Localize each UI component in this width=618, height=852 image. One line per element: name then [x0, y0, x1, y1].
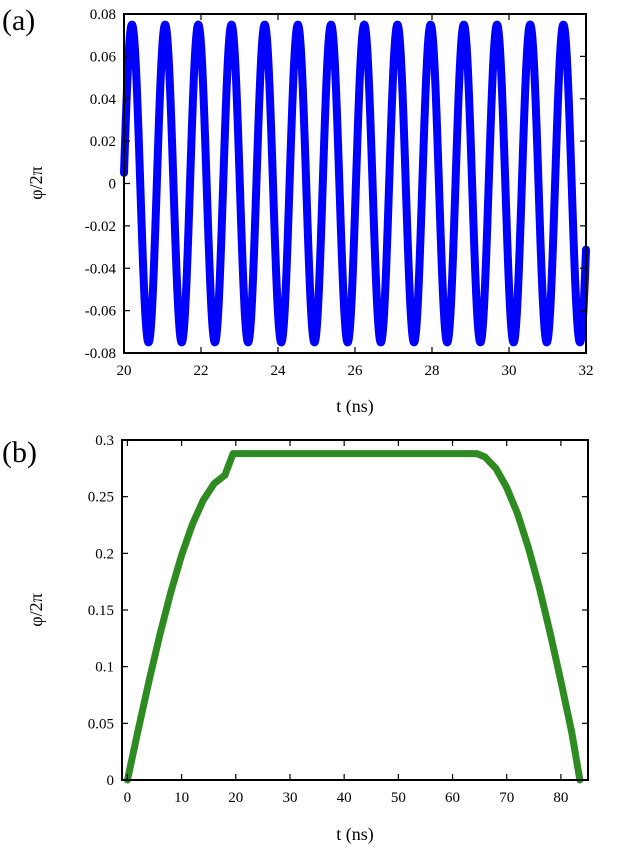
panel-b-xtick-label: 40 [337, 790, 352, 806]
panel-a-ytick-label: -0.02 [85, 219, 116, 235]
panel-a-series [120, 20, 590, 347]
panel-a-ytick-label: -0.04 [85, 261, 117, 277]
panel-a-xlabel: t (ns) [336, 396, 374, 417]
panel-a: (a) 20 22 24 26 28 30 32 -0.08 -0.06 -0.04 -0.02 0 0… [2, 4, 594, 417]
panel-b-xtick-label: 0 [124, 790, 132, 806]
panel-a-xtick-label: 28 [425, 363, 440, 379]
panel-b-xtick-label: 60 [445, 790, 460, 806]
panel-b-xtick-label: 20 [228, 790, 243, 806]
panel-a-xtick-label: 22 [194, 363, 209, 379]
panel-a-series-line [120, 20, 590, 347]
panel-b-frame [121, 439, 589, 781]
panel-a-ticks: 20 22 24 26 28 30 32 -0.08 -0.06 -0.04 -0.02 0 0.02 0… [85, 7, 594, 379]
panel-a-ytick-label: -0.06 [85, 304, 117, 320]
panel-a-xtick-label: 26 [348, 363, 364, 379]
panel-b-xtick-label: 10 [174, 790, 189, 806]
panel-a-ytick-label: 0 [109, 177, 117, 193]
panel-b-series [123, 450, 584, 784]
panel-b-ytick-label: 0.1 [95, 660, 114, 676]
panel-b-ytick-label: 0.05 [88, 716, 114, 732]
panel-b-xtick-label: 70 [499, 790, 514, 806]
panel-b-xlabel: t (ns) [336, 824, 374, 845]
panel-b-series-line [123, 450, 584, 784]
panel-b-ticks: 0 10 20 30 40 50 60 70 80 0 0.05 0.1 0.15 0.2 0.25 0.3 [88, 433, 588, 806]
panel-b: (b) 0 10 20 30 40 50 60 70 80 0 0.05 0.1 0.15 0.2 0.25… [2, 433, 589, 845]
panel-b-ytick-label: 0.2 [95, 546, 114, 562]
panel-b-ytick-label: 0 [107, 773, 115, 789]
panel-b-ytick-label: 0.15 [88, 603, 114, 619]
panel-b-ytick-label: 0.3 [95, 433, 114, 449]
panel-a-ytick-label: -0.08 [85, 346, 116, 362]
panel-b-xtick-label: 30 [282, 790, 297, 806]
panel-b-xtick-label: 80 [553, 790, 568, 806]
panel-a-ylabel: φ/2π [26, 166, 46, 199]
panel-a-ytick-label: 0.08 [90, 7, 116, 23]
panel-a-ytick-label: 0.06 [90, 49, 117, 65]
panel-a-label: (a) [2, 4, 35, 37]
panel-a-ytick-label: 0.04 [90, 92, 117, 108]
panel-b-xtick-label: 50 [391, 790, 406, 806]
panel-a-xtick-label: 20 [117, 363, 132, 379]
panel-a-xtick-label: 32 [579, 363, 594, 379]
panel-a-xtick-label: 24 [271, 363, 287, 379]
panel-a-ytick-label: 0.02 [90, 134, 116, 150]
panel-a-xtick-label: 30 [502, 363, 517, 379]
panel-b-ytick-label: 0.25 [88, 490, 114, 506]
panel-b-ylabel: φ/2π [26, 593, 46, 626]
panel-b-label: (b) [2, 436, 37, 469]
